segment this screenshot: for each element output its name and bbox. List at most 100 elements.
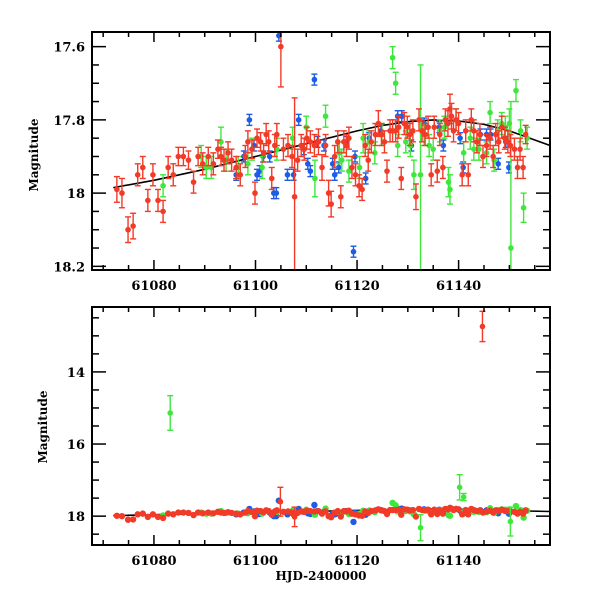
- plot-frame: [91, 31, 551, 271]
- y-tick-label: 18: [67, 510, 85, 525]
- data-blue-point: [295, 117, 302, 123]
- data-red-point: [285, 142, 291, 149]
- outlier-red-point: [277, 498, 284, 505]
- y-tick-label: 17.8: [53, 114, 85, 129]
- data-green-point: [402, 139, 409, 145]
- data-red-point: [490, 153, 496, 160]
- y-tick-label: 16: [67, 438, 85, 453]
- data-green-point: [394, 142, 401, 149]
- data-red-point: [327, 514, 335, 521]
- data-red-point: [134, 172, 141, 178]
- data-red-point: [233, 164, 240, 171]
- data-red-point: [154, 513, 162, 521]
- data-red-point: [254, 135, 260, 141]
- data-red-point: [113, 512, 121, 519]
- data-red-point: [395, 506, 402, 513]
- data-red-point: [455, 506, 462, 513]
- data-red-point: [337, 513, 345, 520]
- data-red-point: [498, 124, 505, 130]
- data-red-point: [180, 153, 187, 160]
- outlier-red-point: [291, 514, 298, 520]
- data-green-point: [446, 512, 454, 519]
- data-blue-point: [350, 518, 357, 526]
- data-red-point: [268, 175, 275, 182]
- data-red-point: [511, 146, 518, 152]
- data-green-point: [467, 135, 474, 141]
- data-red-point: [134, 511, 141, 518]
- data-red-point: [428, 172, 434, 178]
- data-green-point: [460, 150, 467, 156]
- data-red-point: [409, 506, 417, 514]
- data-green-point: [160, 182, 166, 189]
- data-blue-point: [362, 175, 369, 182]
- data-red-point: [273, 507, 281, 514]
- bottom-y-axis-title: Magnitude: [36, 390, 50, 463]
- data-red-point: [165, 164, 171, 171]
- data-red-point: [455, 120, 462, 127]
- data-red-point: [425, 124, 431, 130]
- data-green-point: [389, 54, 396, 61]
- data-red-point: [439, 510, 447, 517]
- data-blue-point: [495, 161, 502, 167]
- data-red-point: [474, 139, 480, 145]
- data-red-point: [139, 164, 146, 171]
- data-red-point: [251, 512, 259, 520]
- data-red-point: [175, 509, 182, 516]
- data-blue-point: [440, 142, 447, 149]
- data-green-point: [392, 80, 399, 87]
- data-red-point: [465, 172, 472, 178]
- y-tick-label: 18: [67, 187, 85, 202]
- data-green-point: [372, 150, 378, 156]
- data-red-point: [440, 164, 446, 171]
- data-red-point: [331, 153, 338, 160]
- data-green-point: [259, 164, 265, 171]
- data-red-point: [260, 150, 267, 156]
- data-red-point: [242, 153, 249, 160]
- x-tick-label: 61140: [436, 279, 481, 294]
- data-red-point: [252, 190, 258, 196]
- data-red-point: [170, 511, 177, 518]
- data-red-point: [448, 113, 455, 120]
- data-red-point: [294, 157, 301, 163]
- data-blue-point: [457, 135, 463, 141]
- data-red-point: [413, 193, 419, 200]
- data-green-point: [447, 186, 453, 193]
- data-red-point: [185, 509, 192, 517]
- data-red-point: [362, 142, 368, 149]
- data-red-point: [307, 139, 314, 145]
- outlier-red-point: [479, 323, 486, 330]
- data-green-point: [356, 164, 363, 171]
- data-red-point: [487, 135, 493, 141]
- data-red-point: [274, 131, 280, 138]
- data-red-point: [459, 172, 465, 178]
- top-panel: 61080 61100 61120 61140 17.6 17.8 18 18.2: [53, 31, 551, 294]
- y-tick-label: 14: [67, 366, 85, 381]
- data-red-point: [263, 131, 269, 138]
- data-blue-point: [284, 172, 291, 178]
- data-red-point: [199, 161, 206, 167]
- data-green-point: [312, 175, 318, 182]
- data-red-point: [144, 513, 152, 521]
- data-red-point: [384, 168, 390, 174]
- data-blue-point: [307, 168, 314, 174]
- data-red-point: [195, 153, 201, 160]
- data-red-point: [303, 135, 310, 141]
- data-red-point: [343, 142, 350, 149]
- data-red-point: [346, 135, 352, 141]
- data-red-point: [159, 514, 167, 522]
- x-axis-title: HJD-2400000: [275, 569, 366, 583]
- data-green-point: [430, 146, 437, 152]
- data-red-point: [160, 208, 166, 215]
- data-red-point: [118, 512, 126, 520]
- data-blue-point: [311, 76, 318, 83]
- data-red-point: [522, 507, 529, 514]
- data-red-point: [225, 150, 231, 156]
- bottom-panel: 61080 61100 61120 61140 14 16 18: [67, 306, 551, 569]
- y-tick-label: 18.2: [53, 260, 85, 275]
- data-red-point: [288, 509, 296, 516]
- data-blue-point: [273, 190, 280, 196]
- data-red-point: [322, 142, 329, 149]
- data-red-point: [517, 146, 523, 152]
- data-red-point: [322, 508, 329, 515]
